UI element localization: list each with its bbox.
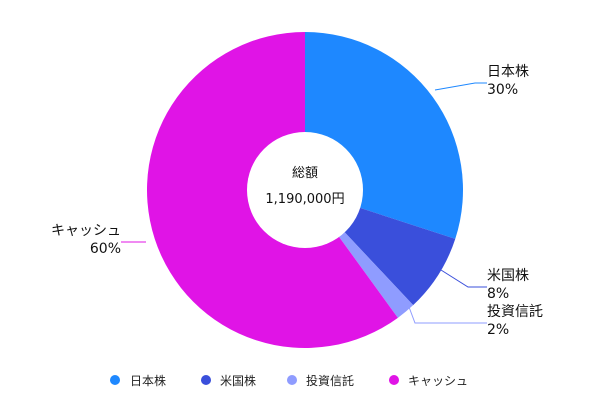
data-label-value-cash: 60% xyxy=(90,241,121,257)
legend-item-cash: キャッシュ xyxy=(389,374,468,388)
legend-label-beikoku-kabu: 米国株 xyxy=(220,373,256,388)
data-label-value-beikoku-kabu: 8% xyxy=(487,286,509,302)
legend-marker-toushi-shintaku xyxy=(287,375,297,385)
legend-item-toushi-shintaku: 投資信託 xyxy=(287,373,354,388)
legend-label-cash: キャッシュ xyxy=(408,374,468,388)
legend-label-toushi-shintaku: 投資信託 xyxy=(306,373,354,388)
leader-line-beikoku-kabu xyxy=(440,269,487,288)
data-label-name-cash: キャッシュ xyxy=(51,223,121,239)
data-label-name-toushi-shintaku: 投資信託 xyxy=(487,304,543,320)
data-label-value-nihon-kabu: 30% xyxy=(487,82,518,98)
leader-lines-layer xyxy=(121,82,487,324)
legend-item-nihon-kabu: 日本株 xyxy=(110,373,166,388)
data-label-name-nihon-kabu: 日本株 xyxy=(487,64,529,80)
legend-marker-beikoku-kabu xyxy=(201,375,211,385)
leader-line-toushi-shintaku xyxy=(408,306,487,324)
legend-item-beikoku-kabu: 米国株 xyxy=(201,373,256,388)
data-labels-layer: 日本株 30% 米国株 8% 投資信託 2% キャッシュ 60% xyxy=(51,64,543,338)
center-title: 総額 xyxy=(292,166,318,181)
data-label-value-toushi-shintaku: 2% xyxy=(487,322,509,338)
center-value: 1,190,000円 xyxy=(265,192,344,207)
leader-line-nihon-kabu xyxy=(434,82,487,91)
legend-label-nihon-kabu: 日本株 xyxy=(130,373,166,388)
legend-marker-cash xyxy=(389,375,399,385)
data-label-name-beikoku-kabu: 米国株 xyxy=(487,268,529,284)
legend-marker-nihon-kabu xyxy=(110,375,120,385)
legend: 日本株 米国株 投資信託 キャッシュ xyxy=(110,373,468,388)
donut-hole xyxy=(247,132,363,248)
